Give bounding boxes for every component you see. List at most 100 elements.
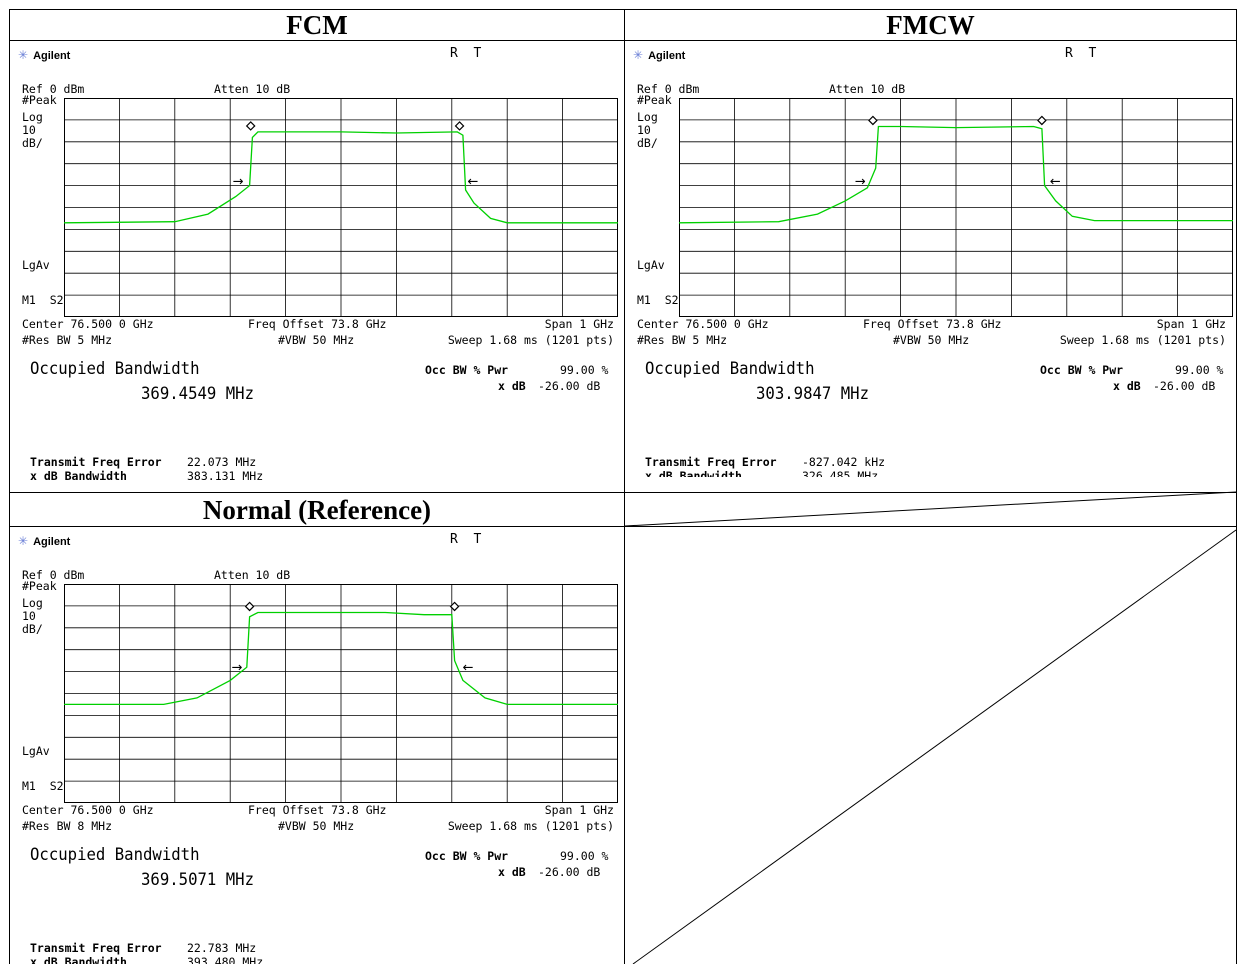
occ-bw-pwr-label: Occ BW % Pwr — [425, 849, 509, 863]
agilent-star-icon: ✳ — [18, 48, 29, 62]
x-db-value: -26.00 dB — [538, 379, 601, 393]
marker-m1-s2: M1 S2 — [22, 779, 64, 793]
marker-diamond-1 — [245, 121, 256, 131]
scale-log: Log — [637, 110, 658, 124]
ref-level: Ref 0 dBm — [22, 82, 85, 96]
x-db-bandwidth-label: x dB Bandwidth — [30, 955, 127, 964]
transmit-freq-error-value: 22.073 MHz — [187, 455, 257, 469]
agilent-logo: ✳ Agilent — [633, 48, 685, 62]
center-frequency: Center 76.500 0 GHz — [637, 317, 769, 331]
x-db-value: -26.00 dB — [538, 865, 601, 879]
detector-peak: #Peak — [22, 93, 57, 107]
x-db-label: x dB — [1113, 379, 1141, 393]
x-db-bandwidth-label: x dB Bandwidth — [645, 469, 742, 478]
status-indicator: R T — [450, 46, 482, 61]
occ-bw-right-arrow-icon: ← — [468, 175, 479, 190]
occupied-bandwidth-value: 303.9847 MHz — [756, 384, 870, 404]
x-db-bandwidth-value: 393.480 MHz — [187, 955, 264, 964]
sweep-time: Sweep 1.68 ms (1201 pts) — [447, 333, 614, 347]
occ-bw-left-arrow-icon: → — [855, 175, 866, 190]
occ-bw-pwr-label: Occ BW % Pwr — [425, 363, 509, 377]
occupied-bandwidth-title: Occupied Bandwidth — [30, 359, 200, 379]
analyzer-panel-normal: ✳ Agilent R T Ref 0 dBm Atten 10 dB #Peak Log 1… — [10, 527, 624, 964]
header-fmcw: FMCW — [886, 10, 975, 40]
occ-bw-pwr-value: 99.00 % — [560, 849, 609, 863]
occ-bw-pwr-value: 99.00 % — [560, 363, 609, 377]
scale-value: 10 — [22, 609, 36, 623]
marker-diamond-2 — [449, 601, 460, 612]
agilent-star-icon: ✳ — [633, 48, 644, 62]
marker-diamond-1 — [244, 601, 255, 612]
detector-peak: #Peak — [637, 93, 672, 107]
scale-unit: dB/ — [637, 136, 658, 150]
span: Span 1 GHz — [544, 317, 614, 331]
occupied-bandwidth-title: Occupied Bandwidth — [30, 845, 200, 865]
x-db-label: x dB — [498, 379, 526, 393]
scale-value: 10 — [637, 123, 651, 137]
brand-name: Agilent — [33, 50, 71, 62]
resolution-bandwidth: #Res BW 5 MHz — [22, 333, 113, 347]
analyzer-panel-fmcw: ✳ Agilent R T Ref 0 dBm Atten 10 dB #Peak Log 1… — [625, 41, 1236, 477]
diagonal-large — [632, 529, 1237, 964]
x-db-value: -26.00 dB — [1153, 379, 1216, 393]
span: Span 1 GHz — [1156, 317, 1226, 331]
marker-diamond-2 — [1037, 115, 1047, 126]
status-indicator: R T — [450, 532, 482, 547]
resolution-bandwidth: #Res BW 8 MHz — [22, 819, 113, 833]
occupied-bandwidth-value: 369.5071 MHz — [141, 870, 255, 890]
analyzer-panel-fcm: ✳ Agilent R T Ref 0 dBm Atten 10 dB #Peak Log 1… — [10, 41, 624, 491]
occ-bw-left-arrow-icon: → — [232, 661, 243, 676]
brand-name: Agilent — [33, 536, 71, 548]
table-border-top — [9, 9, 1237, 10]
marker-diamond-2 — [454, 121, 465, 131]
table-column-divider — [624, 9, 625, 964]
attenuation: Atten 10 dB — [829, 82, 906, 96]
x-db-bandwidth-label: x dB Bandwidth — [30, 469, 127, 483]
transmit-freq-error-value: -827.042 kHz — [802, 455, 886, 469]
status-indicator: R T — [1065, 46, 1097, 61]
occ-bw-right-arrow-icon: ← — [1050, 175, 1061, 190]
transmit-freq-error-label: Transmit Freq Error — [30, 455, 162, 469]
scale-value: 10 — [22, 123, 36, 137]
video-bandwidth: #VBW 50 MHz — [278, 819, 355, 833]
agilent-logo: ✳ Agilent — [18, 48, 70, 62]
x-db-bandwidth-value: 383.131 MHz — [187, 469, 264, 483]
frequency-offset: Freq Offset 73.8 GHz — [863, 317, 1002, 331]
video-bandwidth: #VBW 50 MHz — [893, 333, 970, 347]
averaging-lgav: LgAv — [637, 258, 665, 272]
occ-bw-right-arrow-icon: ← — [463, 661, 474, 676]
scale-unit: dB/ — [22, 622, 43, 636]
occ-bw-pwr-value: 99.00 % — [1175, 363, 1224, 377]
attenuation: Atten 10 dB — [214, 568, 291, 582]
agilent-star-icon: ✳ — [18, 534, 29, 548]
sweep-time: Sweep 1.68 ms (1201 pts) — [447, 819, 614, 833]
detector-peak: #Peak — [22, 579, 57, 593]
video-bandwidth: #VBW 50 MHz — [278, 333, 355, 347]
transmit-freq-error-label: Transmit Freq Error — [30, 941, 162, 955]
spectrum-trace — [678, 125, 1233, 224]
header-normal-reference: Normal (Reference) — [202, 495, 432, 525]
marker-m1-s2: M1 S2 — [637, 293, 679, 307]
frequency-offset: Freq Offset 73.8 GHz — [248, 317, 387, 331]
spectrum-plot: → ← — [64, 584, 618, 803]
table-row-divider-1 — [9, 40, 1237, 41]
diagonal-small — [624, 491, 1237, 527]
averaging-lgav: LgAv — [22, 744, 50, 758]
center-frequency: Center 76.500 0 GHz — [22, 803, 154, 817]
averaging-lgav: LgAv — [22, 258, 50, 272]
spectrum-trace — [64, 611, 618, 706]
attenuation: Atten 10 dB — [214, 82, 291, 96]
scale-unit: dB/ — [22, 136, 43, 150]
ref-level: Ref 0 dBm — [637, 82, 700, 96]
occ-bw-left-arrow-icon: → — [233, 175, 244, 190]
spectrum-plot: → ← — [678, 98, 1233, 317]
marker-m1-s2: M1 S2 — [22, 293, 64, 307]
span: Span 1 GHz — [544, 803, 614, 817]
agilent-logo: ✳ Agilent — [18, 534, 70, 548]
ref-level: Ref 0 dBm — [22, 568, 85, 582]
x-db-bandwidth-value: 326.485 MHz — [802, 469, 879, 478]
header-fcm: FCM — [286, 10, 348, 40]
spectrum-plot: → ← — [63, 98, 618, 317]
spectrum-trace — [63, 131, 618, 224]
